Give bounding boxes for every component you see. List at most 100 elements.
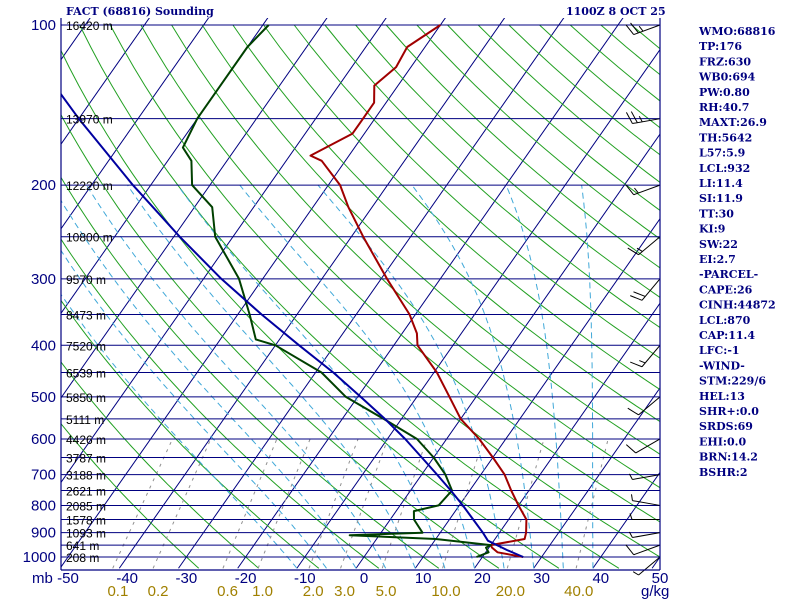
wind-barb-flag <box>627 407 639 416</box>
wind-barb <box>631 494 661 506</box>
dry-adiabat-line <box>61 361 260 569</box>
stability-index-item: PW:0.80 <box>699 86 750 99</box>
stability-index-item: CAP:11.4 <box>699 329 755 342</box>
mixing-ratio-tick-label: 1.0 <box>252 583 273 600</box>
pressure-tick-label: 500 <box>31 389 56 406</box>
stability-index-item: BSHR:2 <box>699 466 748 479</box>
dry-adiabat-line <box>61 238 380 569</box>
wind-barb-half-flag <box>636 247 643 252</box>
moist-adiabat-line <box>317 184 505 569</box>
dry-adiabat-line <box>171 24 660 489</box>
isotherm-line <box>355 133 660 569</box>
wind-barb <box>629 513 660 520</box>
isotherm-line <box>61 18 387 484</box>
height-label: 6539 m <box>66 367 106 381</box>
isotherm-line <box>61 18 210 230</box>
moist-adiabat-line <box>127 184 416 569</box>
wind-barb-half-flag <box>629 513 633 520</box>
dry-adiabat-line <box>61 422 200 569</box>
temperature-line <box>309 24 528 558</box>
wind-barb-half-flag <box>639 360 646 364</box>
wind-barb-half-flag <box>632 571 639 576</box>
stability-index-item: CINH:44872 <box>699 299 776 312</box>
height-label: 3188 m <box>66 469 106 483</box>
pressure-tick-label: 900 <box>31 525 56 542</box>
dry-adiabat-line <box>140 24 660 523</box>
wind-barb <box>625 111 661 125</box>
wind-barb-flag <box>625 184 635 196</box>
mixing-ratio-tick-label: 3.0 <box>334 583 355 600</box>
wind-barb <box>625 22 661 36</box>
height-label: 5111 m <box>66 413 104 427</box>
parcel-line <box>61 92 524 558</box>
dry-adiabat-line <box>61 113 500 569</box>
dry-adiabat-line <box>61 176 440 569</box>
stability-indices-panel: WMO:68816 TP:176 FRZ:630 WB0:694 PW:0.80 RH:4… <box>698 25 776 479</box>
isotherm-line <box>178 18 565 569</box>
dry-adiabat-line <box>385 24 660 269</box>
moist-adiabat-line <box>581 185 594 569</box>
height-label: 12220 m <box>66 179 113 193</box>
pressure-tick-label: 200 <box>31 177 56 194</box>
stability-index-item: WMO:68816 <box>698 25 776 38</box>
pressure-tick-label: 400 <box>31 337 56 354</box>
wind-barb-staff <box>638 556 661 576</box>
wind-barb <box>628 531 661 539</box>
temperature-tick-label: 30 <box>533 570 550 587</box>
wind-barb-staff <box>635 438 661 454</box>
stability-index-item: TP:176 <box>699 40 742 53</box>
wind-barb-staff <box>632 500 661 506</box>
wind-barb-flag <box>630 295 643 301</box>
stability-index-item: TH:5642 <box>699 131 752 144</box>
mixing-ratio-tick-label: 0.1 <box>107 583 128 600</box>
stability-index-item: BRN:14.2 <box>699 451 758 464</box>
height-label: 9570 m <box>66 273 106 287</box>
isotherm-line <box>474 302 660 569</box>
pressure-tick-label: 100 <box>31 17 56 34</box>
moist-adiabat-line <box>61 249 327 569</box>
moist-adiabat-line <box>86 184 387 569</box>
pressure-tick-label: 600 <box>31 431 56 448</box>
temperature-tick-label: 10 <box>415 570 432 587</box>
stability-index-item: EHI:0.0 <box>699 435 746 448</box>
pressure-unit-label: mb <box>32 570 53 587</box>
wind-barb-flag <box>625 112 633 124</box>
wind-barb <box>627 396 661 416</box>
stability-index-item: RH:40.7 <box>699 101 749 114</box>
wind-barb-flag <box>630 22 639 34</box>
height-label: 13970 m <box>66 113 113 127</box>
stability-index-item: SHR+:0.0 <box>699 405 759 418</box>
wind-barb-half-flag <box>631 494 633 501</box>
wind-barb-half-flag <box>638 25 644 32</box>
pressure-tick-label: 700 <box>31 467 56 484</box>
wind-barb-flag <box>633 291 646 297</box>
height-label: 2621 m <box>66 485 106 499</box>
pressure-tick-label: 300 <box>31 271 56 288</box>
wind-barb <box>628 473 661 480</box>
wind-barbs <box>625 22 661 576</box>
isotherm-line <box>61 18 328 399</box>
stability-index-item: -PARCEL- <box>699 268 758 281</box>
moist-adiabat-line <box>239 184 475 569</box>
wind-barb <box>627 236 661 256</box>
moist-adiabat-line <box>61 293 298 569</box>
height-label: 2085 m <box>66 499 106 513</box>
dry-adiabat-line <box>293 24 660 359</box>
height-label: 641 m <box>66 539 99 553</box>
isotherm-line <box>592 471 660 569</box>
isotherm-line <box>61 18 446 568</box>
dry-adiabat-line <box>79 24 620 569</box>
stability-index-item: L57:5.9 <box>699 147 745 160</box>
height-label: 10800 m <box>66 231 113 245</box>
profile-series <box>61 24 528 558</box>
temperature-tick-label: -30 <box>176 570 198 587</box>
moist-adiabat-line <box>177 184 446 569</box>
wind-barb <box>625 544 661 556</box>
height-label: 5850 m <box>66 391 106 405</box>
stability-index-item: FRZ:630 <box>699 55 751 68</box>
mixing-ratio-line <box>381 438 428 569</box>
stability-index-item: LI:11.4 <box>699 177 743 190</box>
dry-adiabat-line <box>201 24 660 455</box>
stability-index-item: -WIND- <box>699 359 745 372</box>
